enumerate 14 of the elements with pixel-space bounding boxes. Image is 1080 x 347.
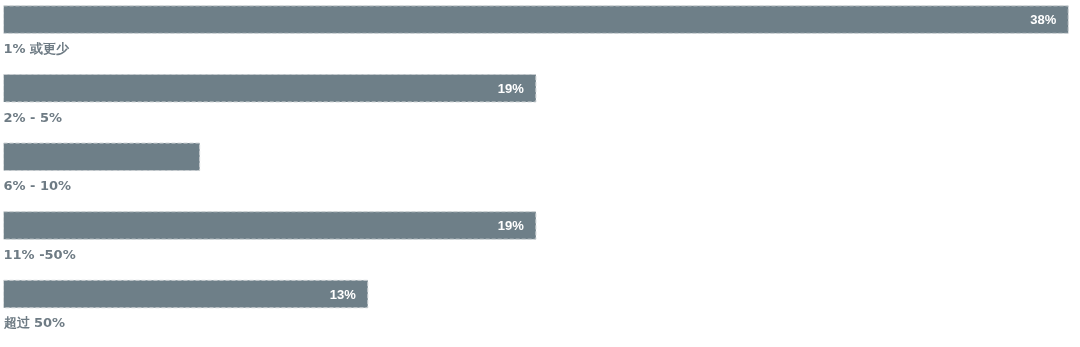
data-label: 38% <box>1030 12 1057 28</box>
bar <box>3 142 201 172</box>
data-label: 13% <box>329 286 357 302</box>
y-tick-label: 2% - 5% <box>3 109 63 125</box>
y-tick-label: 1% 或更少 <box>3 40 71 56</box>
data-label: 19% <box>497 80 525 96</box>
bar <box>3 5 1069 34</box>
bar <box>3 73 537 103</box>
bar <box>3 279 369 309</box>
data-label: 19% <box>497 217 525 233</box>
y-tick-label: 11% -50% <box>3 246 76 262</box>
y-tick-label: 6% - 10% <box>3 178 72 194</box>
bar <box>3 211 537 240</box>
y-tick-label: 超过 50% <box>2 315 66 331</box>
